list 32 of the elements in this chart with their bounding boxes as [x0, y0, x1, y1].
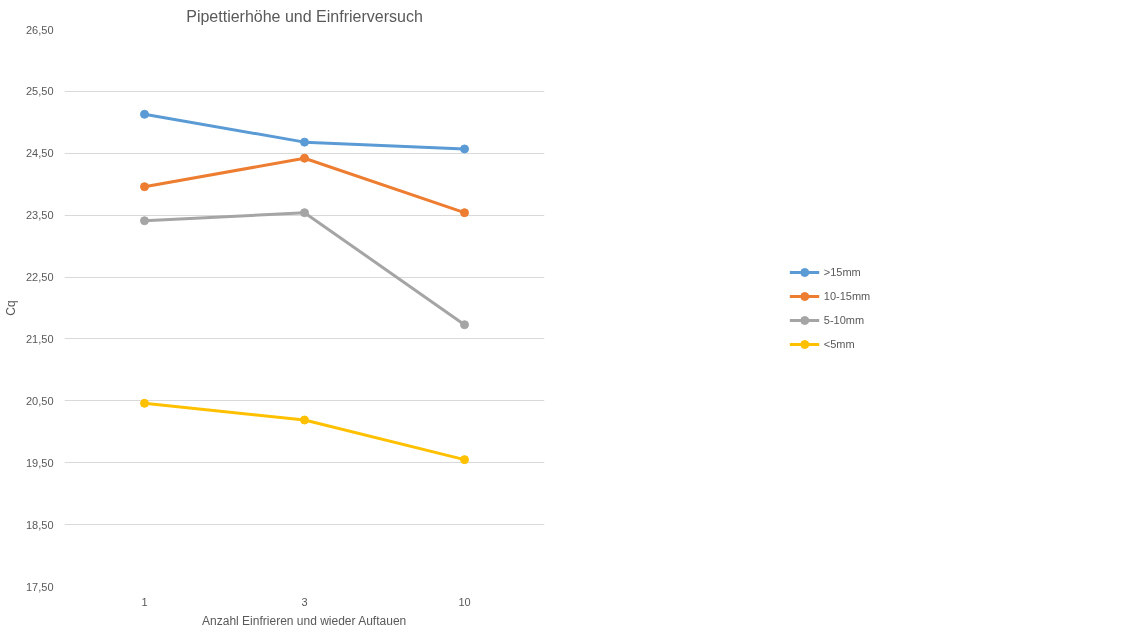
y-tick-label: 23,50 — [25, 209, 54, 222]
y-axis-title: Cq — [3, 300, 18, 316]
point — [460, 320, 469, 330]
y-tick-label: 26,50 — [25, 23, 54, 36]
point — [140, 398, 149, 408]
x-tick-label: 3 — [301, 595, 308, 608]
point — [460, 144, 469, 154]
point — [300, 208, 309, 218]
legend-label: 5-10mm — [823, 313, 865, 326]
x-tick-label: 1 — [141, 595, 148, 608]
point — [460, 208, 469, 218]
point — [300, 153, 309, 163]
y-tick-label: 18,50 — [25, 518, 54, 531]
y-tick-label: 20,50 — [25, 394, 54, 407]
x-tick-label: 10 — [458, 595, 471, 608]
y-tick-label: 19,50 — [25, 456, 54, 469]
point — [460, 455, 469, 465]
y-tick-label: 17,50 — [25, 580, 54, 593]
y-tick-label: 21,50 — [25, 332, 54, 345]
point — [140, 109, 149, 119]
y-tick-label: 22,50 — [25, 271, 54, 284]
chart-title: Pipettierhöhe und Einfrierversuch — [186, 7, 423, 25]
point — [140, 216, 149, 226]
point — [300, 137, 309, 147]
y-tick-label: 24,50 — [25, 147, 54, 160]
legend-label: <5mm — [823, 337, 855, 350]
legend-label: 10-15mm — [823, 289, 871, 302]
x-axis-title: Anzahl Einfrieren und wieder Auftauen — [202, 613, 407, 628]
point — [140, 182, 149, 192]
y-tick-label: 25,50 — [25, 85, 54, 98]
point — [300, 415, 309, 425]
legend-label: >15mm — [823, 265, 861, 278]
